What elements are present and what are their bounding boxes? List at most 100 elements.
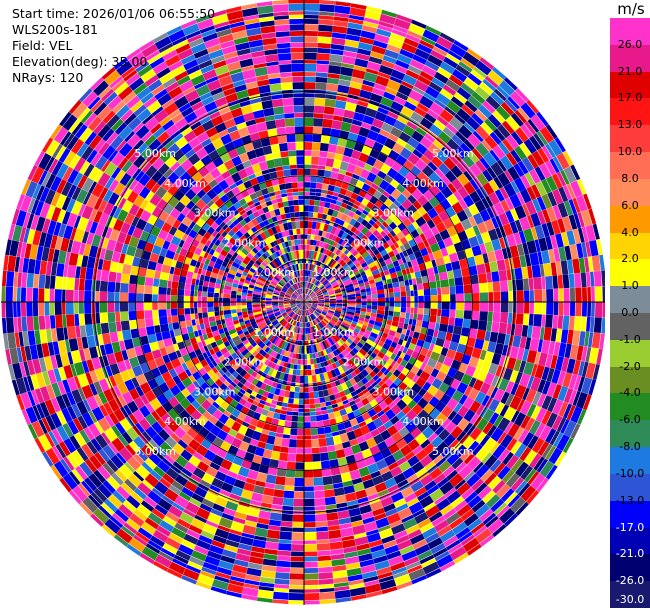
gate-cell bbox=[347, 201, 354, 207]
gate-cell bbox=[313, 240, 317, 246]
gate-cell bbox=[457, 173, 470, 186]
gate-cell bbox=[99, 312, 108, 324]
gate-cell bbox=[524, 172, 536, 187]
gate-cell bbox=[144, 277, 154, 287]
gate-cell bbox=[420, 36, 436, 46]
gate-cell bbox=[404, 101, 417, 112]
gate-cell bbox=[365, 155, 377, 167]
gate-cell bbox=[335, 294, 343, 297]
gate-cell bbox=[404, 255, 411, 263]
gate-cell bbox=[514, 443, 527, 459]
gate-cell bbox=[317, 266, 322, 274]
gate-cell bbox=[451, 134, 464, 147]
gate-cell bbox=[455, 527, 471, 540]
gate-cell bbox=[475, 404, 485, 416]
gate-cell bbox=[289, 573, 304, 580]
gate-cell bbox=[500, 312, 509, 324]
gate-cell bbox=[276, 401, 283, 407]
gate-cell bbox=[523, 278, 530, 291]
gate-cell bbox=[346, 251, 352, 258]
gate-cell bbox=[497, 124, 511, 139]
gate-cell bbox=[440, 88, 454, 100]
gate-cell bbox=[311, 435, 319, 440]
gate-cell bbox=[401, 198, 413, 210]
gate-cell bbox=[324, 166, 333, 172]
gate-cell bbox=[359, 36, 374, 45]
gate-cell bbox=[382, 354, 390, 362]
gate-cell bbox=[284, 485, 295, 491]
gate-cell bbox=[272, 496, 284, 506]
gate-cell bbox=[332, 570, 348, 579]
gate-cell bbox=[318, 315, 323, 320]
gate-cell bbox=[449, 439, 460, 450]
gate-cell bbox=[443, 339, 451, 349]
gate-cell bbox=[415, 467, 427, 477]
gate-cell bbox=[309, 195, 316, 200]
gate-cell bbox=[552, 275, 559, 289]
gate-cell bbox=[414, 271, 422, 279]
gate-cell bbox=[356, 160, 366, 169]
gate-cell bbox=[312, 320, 316, 326]
gate-cell bbox=[494, 343, 504, 355]
gate-cell bbox=[347, 22, 363, 30]
gate-cell bbox=[435, 337, 445, 347]
gate-cell bbox=[355, 293, 361, 297]
gate-cell bbox=[407, 137, 420, 149]
gate-cell bbox=[485, 494, 501, 509]
gate-cell bbox=[310, 415, 317, 422]
gate-cell bbox=[343, 249, 350, 255]
gate-cell bbox=[392, 260, 400, 268]
gate-cell bbox=[158, 302, 167, 310]
gate-cell bbox=[378, 64, 394, 76]
gate-cell bbox=[321, 366, 327, 373]
gate-cell bbox=[393, 242, 400, 249]
gate-cell bbox=[312, 126, 323, 135]
gate-cell bbox=[329, 541, 343, 550]
gate-cell bbox=[390, 32, 406, 43]
gate-cell bbox=[531, 150, 545, 166]
gate-cell bbox=[230, 305, 237, 310]
gate-cell bbox=[455, 310, 464, 319]
gate-cell bbox=[409, 313, 414, 320]
gate-cell bbox=[56, 263, 65, 277]
gate-cell bbox=[327, 73, 340, 79]
gate-cell bbox=[472, 130, 484, 143]
gate-cell bbox=[329, 136, 339, 145]
gate-cell bbox=[266, 529, 280, 539]
gate-cell bbox=[365, 284, 371, 289]
gate-cell bbox=[531, 405, 541, 420]
gate-cell bbox=[122, 329, 132, 341]
gate-cell bbox=[475, 142, 490, 157]
gate-cell bbox=[353, 270, 360, 276]
gate-cell bbox=[443, 218, 454, 229]
gate-cell bbox=[399, 147, 413, 160]
gate-cell bbox=[471, 245, 482, 257]
gate-cell bbox=[369, 346, 376, 352]
gate-cell bbox=[331, 474, 343, 484]
gate-cell bbox=[376, 289, 385, 295]
gate-cell bbox=[354, 200, 361, 207]
gate-cell bbox=[389, 366, 397, 374]
gate-cell bbox=[330, 279, 337, 285]
gate-cell bbox=[120, 320, 130, 331]
gate-cell bbox=[366, 338, 375, 346]
gate-cell bbox=[321, 254, 328, 264]
gate-cell bbox=[390, 404, 402, 416]
gate-cell bbox=[570, 180, 583, 198]
gate-cell bbox=[304, 399, 310, 405]
gate-cell bbox=[360, 292, 367, 296]
gate-cell bbox=[99, 291, 108, 302]
gate-cell bbox=[383, 234, 391, 242]
gate-cell bbox=[515, 279, 524, 291]
gate-cell bbox=[401, 328, 407, 335]
gate-cell bbox=[431, 336, 437, 345]
gate-cell bbox=[198, 279, 204, 286]
gate-cell bbox=[473, 525, 488, 538]
gate-cell bbox=[406, 97, 419, 107]
gate-cell bbox=[343, 388, 351, 396]
gate-cell bbox=[529, 420, 541, 435]
gate-cell bbox=[434, 168, 445, 179]
gate-cell bbox=[328, 308, 335, 312]
gate-cell bbox=[309, 404, 316, 409]
gate-cell bbox=[519, 336, 527, 349]
